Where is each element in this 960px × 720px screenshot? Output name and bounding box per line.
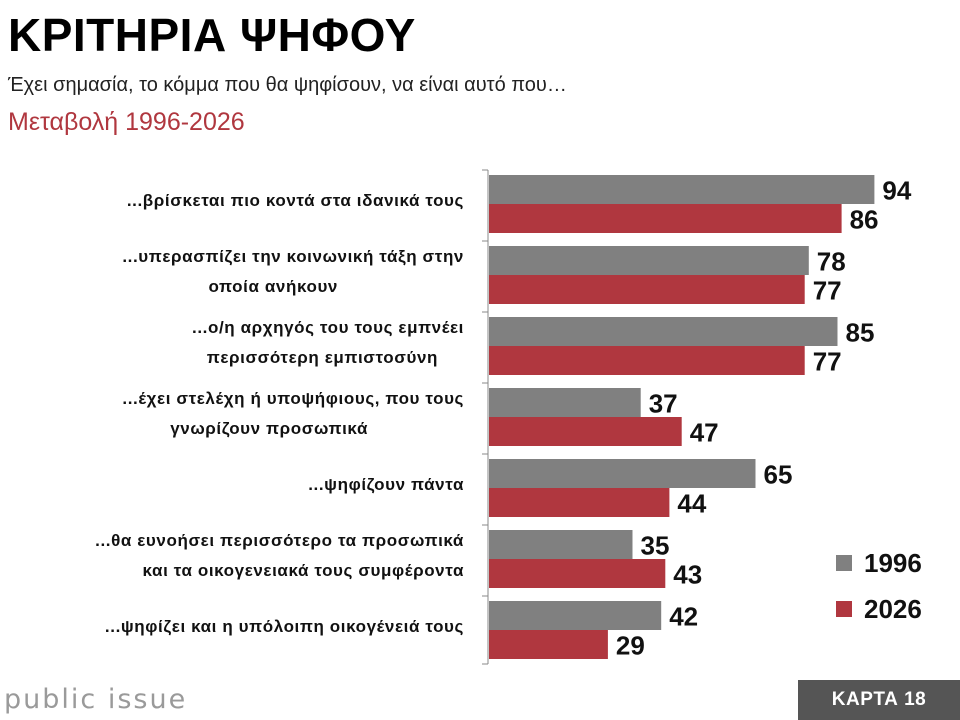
category-label-line: ...έχει στελέχη ή υποψήφιους, που τους: [122, 389, 464, 408]
category-label-line: γνωρίζουν προσωπικά: [170, 419, 368, 438]
category-label-3: ...έχει στελέχη ή υποψήφιους, που τους γν…: [122, 384, 464, 444]
category-label-1: ...υπερασπίζει την κοινωνική τάξη στην οπ…: [122, 242, 464, 302]
bar-1996-2: [489, 317, 838, 346]
value-label-2026-5: 43: [673, 560, 702, 590]
value-label-2026-0: 86: [850, 205, 879, 235]
value-label-1996-3: 37: [649, 389, 678, 419]
page-title: ΚΡΙΤΗΡΙΑ ΨΗΦΟΥ: [8, 9, 416, 61]
category-label-5: ...θα ευνοήσει περισσότερο τα προσωπικά κ…: [95, 526, 464, 586]
value-label-1996-2: 85: [846, 318, 875, 348]
category-label-line: ...βρίσκεται πιο κοντά στα ιδανικά τους: [126, 191, 464, 210]
category-label-line: ...θα ευνοήσει περισσότερο τα προσωπικά: [95, 531, 464, 550]
value-label-2026-3: 47: [690, 418, 719, 448]
category-label-2: ...ο/η αρχηγός του τους εμπνέει περισσότε…: [192, 313, 464, 373]
category-label-line: οποία ανήκουν: [208, 277, 338, 296]
bar-1996-0: [489, 175, 875, 204]
bar-1996-1: [489, 246, 809, 275]
bar-2026-0: [489, 204, 842, 233]
value-label-1996-4: 65: [764, 460, 793, 490]
value-label-1996-0: 94: [882, 176, 911, 206]
value-label-2026-1: 77: [813, 276, 842, 306]
bar-1996-6: [489, 601, 662, 630]
value-label-2026-6: 29: [616, 631, 645, 661]
bar-2026-6: [489, 630, 608, 659]
bar-2026-4: [489, 488, 670, 517]
value-label-1996-5: 35: [641, 531, 670, 561]
bar-2026-5: [489, 559, 666, 588]
page-subtitle: Έχει σημασία, το κόμμα που θα ψηφίσουν, …: [8, 74, 567, 96]
category-label-line: ...ο/η αρχηγός του τους εμπνέει: [192, 318, 464, 337]
bar-2026-1: [489, 275, 805, 304]
legend-label-1996: 1996: [864, 548, 922, 578]
category-label-6: ...ψηφίζει και η υπόλοιπη οικογένειά του…: [105, 612, 464, 642]
bar-1996-5: [489, 530, 633, 559]
legend-item-2026: 2026: [836, 594, 946, 624]
legend-label-2026: 2026: [864, 594, 922, 624]
category-label-line: ...ψηφίζει και η υπόλοιπη οικογένειά του…: [104, 617, 464, 636]
period-label: Μεταβολή 1996-2026: [8, 108, 245, 136]
value-label-1996-1: 78: [817, 247, 846, 277]
bar-1996-3: [489, 388, 641, 417]
brand-logo-text: public issue: [4, 684, 188, 715]
legend-swatch-2026: [836, 601, 852, 617]
value-label-2026-2: 77: [813, 347, 842, 377]
bar-2026-2: [489, 346, 805, 375]
value-label-2026-4: 44: [677, 489, 706, 519]
category-label-line: ...υπερασπίζει την κοινωνική τάξη στην: [122, 247, 464, 266]
legend-swatch-1996: [836, 555, 852, 571]
category-label-line: ...ψηφίζουν πάντα: [308, 475, 464, 494]
category-label-4: ...ψηφίζουν πάντα: [308, 470, 464, 500]
category-label-line: και τα οικογενειακά τους συμφέροντα: [142, 561, 464, 580]
value-label-1996-6: 42: [669, 602, 698, 632]
bar-1996-4: [489, 459, 756, 488]
slide-number-badge: ΚΑΡΤΑ 18: [798, 680, 960, 720]
category-label-line: περισσότερη εμπιστοσύνη: [206, 348, 438, 367]
legend-item-1996: 1996: [836, 548, 946, 578]
bar-2026-3: [489, 417, 682, 446]
category-label-0: ...βρίσκεται πιο κοντά στα ιδανικά τους: [127, 186, 464, 216]
